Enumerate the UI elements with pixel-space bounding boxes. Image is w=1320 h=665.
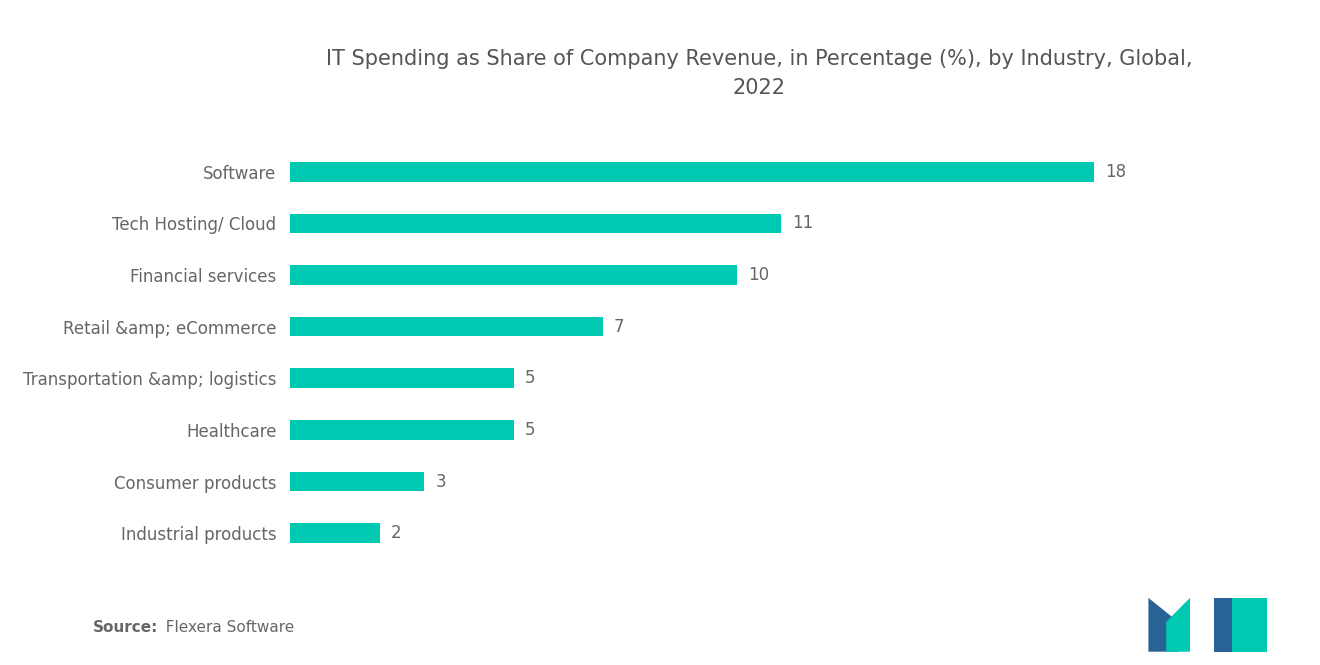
Text: 10: 10 [748,266,770,284]
Text: 3: 3 [436,473,446,491]
Text: 11: 11 [792,214,813,232]
Bar [290,420,513,440]
Bar [290,368,513,388]
Bar [290,265,737,285]
Polygon shape [1167,598,1191,652]
Bar [290,523,380,543]
Polygon shape [1148,598,1179,652]
Text: 5: 5 [525,369,535,387]
Text: Flexera Software: Flexera Software [156,620,294,635]
Text: 7: 7 [614,318,624,336]
Polygon shape [1232,598,1267,652]
Polygon shape [1214,598,1243,652]
Bar [290,213,781,233]
Text: Source:: Source: [92,620,158,635]
Bar [290,471,424,491]
Text: 2: 2 [391,524,401,542]
Title: IT Spending as Share of Company Revenue, in Percentage (%), by Industry, Global,: IT Spending as Share of Company Revenue,… [326,49,1192,98]
Bar [290,162,1094,182]
Text: 18: 18 [1105,163,1126,181]
Bar [290,317,603,336]
Text: 5: 5 [525,421,535,439]
